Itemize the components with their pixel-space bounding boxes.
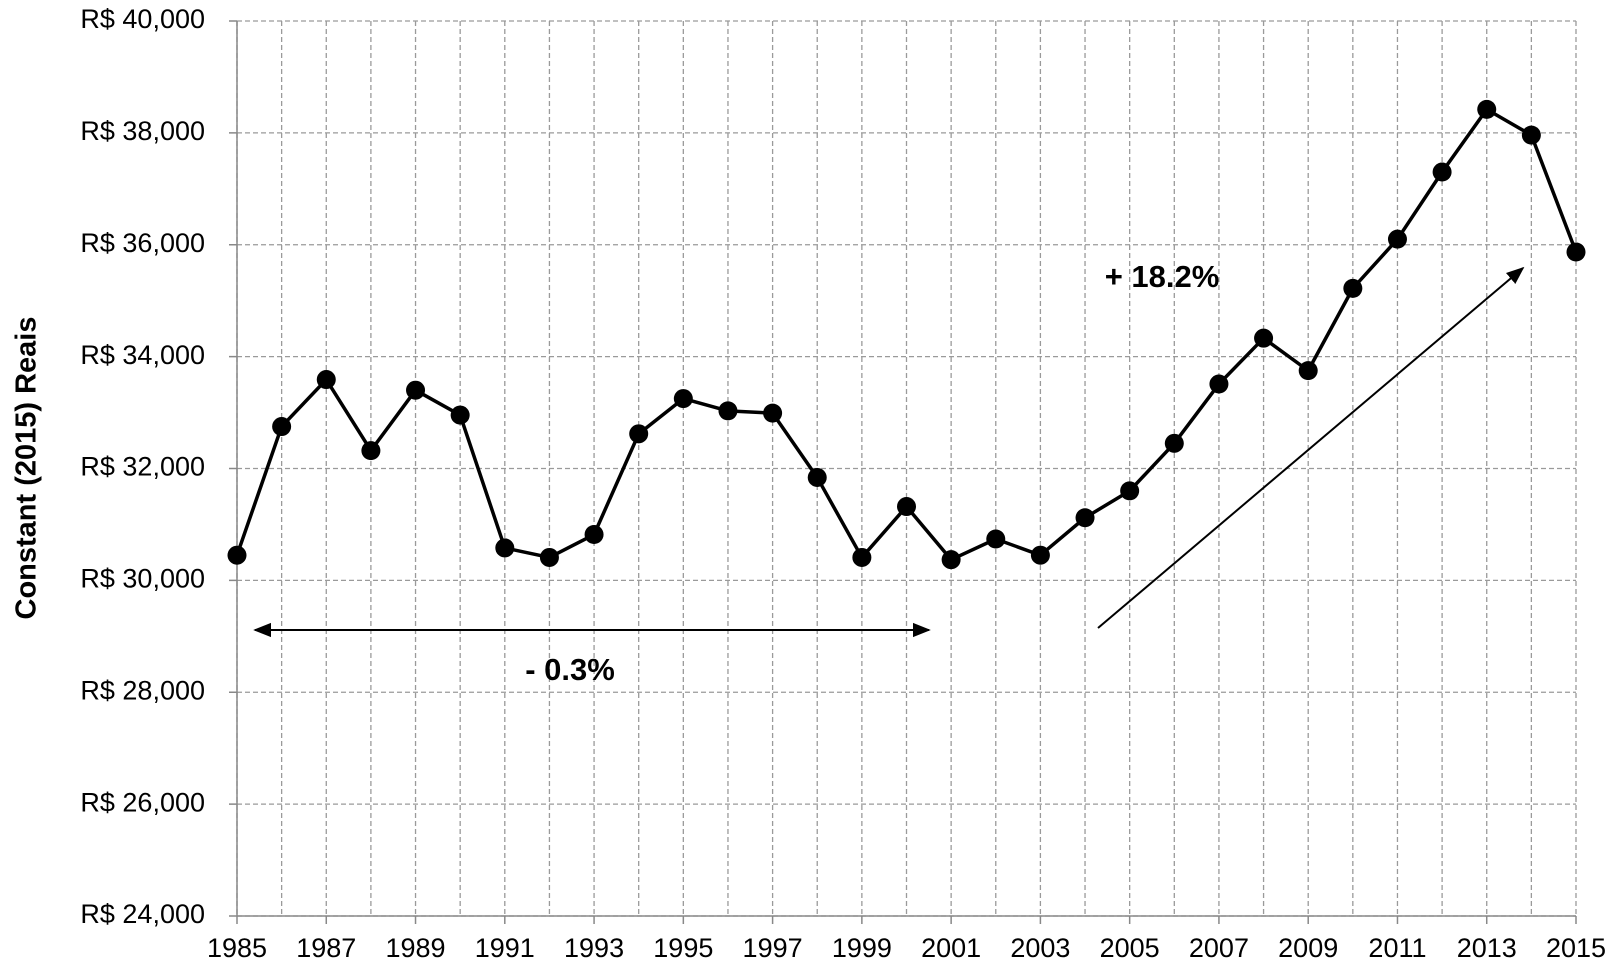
point xyxy=(1343,278,1363,298)
point xyxy=(361,441,381,461)
point xyxy=(1075,508,1095,528)
y-tick-label: R$ 34,000 xyxy=(80,340,205,370)
point xyxy=(450,405,470,425)
point xyxy=(1030,545,1050,565)
point xyxy=(539,547,559,567)
y-tick-label: R$ 40,000 xyxy=(80,4,205,34)
point xyxy=(1164,433,1184,453)
y-tick-label: R$ 28,000 xyxy=(80,675,205,705)
x-tick-label: 1991 xyxy=(475,933,535,963)
x-tick-label: 2015 xyxy=(1546,933,1606,963)
x-tick-label: 1995 xyxy=(653,933,713,963)
annotation: + 18.2% xyxy=(1105,259,1220,294)
point xyxy=(763,403,783,423)
point xyxy=(718,401,738,421)
point xyxy=(1477,99,1497,119)
x-tick-label: 2011 xyxy=(1368,933,1426,963)
point xyxy=(807,467,827,487)
y-tick-label: R$ 26,000 xyxy=(80,787,205,817)
y-tick-label: R$ 36,000 xyxy=(80,228,205,258)
x-tick-label: 1997 xyxy=(743,933,803,963)
point xyxy=(629,424,649,444)
point xyxy=(584,525,604,545)
point xyxy=(495,538,515,558)
point xyxy=(1254,328,1274,348)
y-tick-label: R$ 30,000 xyxy=(80,564,205,594)
x-tick-label: 1985 xyxy=(207,933,267,963)
y-tick-label: R$ 38,000 xyxy=(80,116,205,146)
point xyxy=(406,380,426,400)
grid xyxy=(236,20,1577,917)
x-tick-label: 2013 xyxy=(1457,933,1517,963)
point xyxy=(272,417,292,437)
y-axis-label: Constant (2015) Reais xyxy=(11,317,43,620)
annotation: - 0.3% xyxy=(525,652,615,687)
point xyxy=(986,529,1006,549)
point xyxy=(1521,125,1541,145)
x-tick-label: 2007 xyxy=(1189,933,1249,963)
point xyxy=(227,545,247,565)
point xyxy=(1209,374,1229,394)
point xyxy=(673,389,693,409)
y-tick-label: R$ 24,000 xyxy=(80,899,205,929)
x-tick-label: 1989 xyxy=(385,933,445,963)
point xyxy=(941,550,961,570)
point xyxy=(1298,361,1318,381)
point xyxy=(316,370,336,390)
arrow xyxy=(1097,266,1525,629)
point xyxy=(1566,242,1586,262)
point xyxy=(1432,162,1452,182)
point xyxy=(852,547,872,567)
x-tick-label: 2009 xyxy=(1278,933,1338,963)
x-tick-label: 1999 xyxy=(832,933,892,963)
x-tick-label: 2001 xyxy=(921,933,981,963)
x-tick-label: 1993 xyxy=(564,933,624,963)
point xyxy=(1120,481,1140,501)
x-tick-label: 2005 xyxy=(1100,933,1160,963)
point xyxy=(897,497,916,517)
y-tick-label: R$ 32,000 xyxy=(80,452,205,482)
x-tick-label: 1987 xyxy=(296,933,356,963)
point xyxy=(1387,229,1407,249)
x-tick-label: 2003 xyxy=(1010,933,1070,963)
